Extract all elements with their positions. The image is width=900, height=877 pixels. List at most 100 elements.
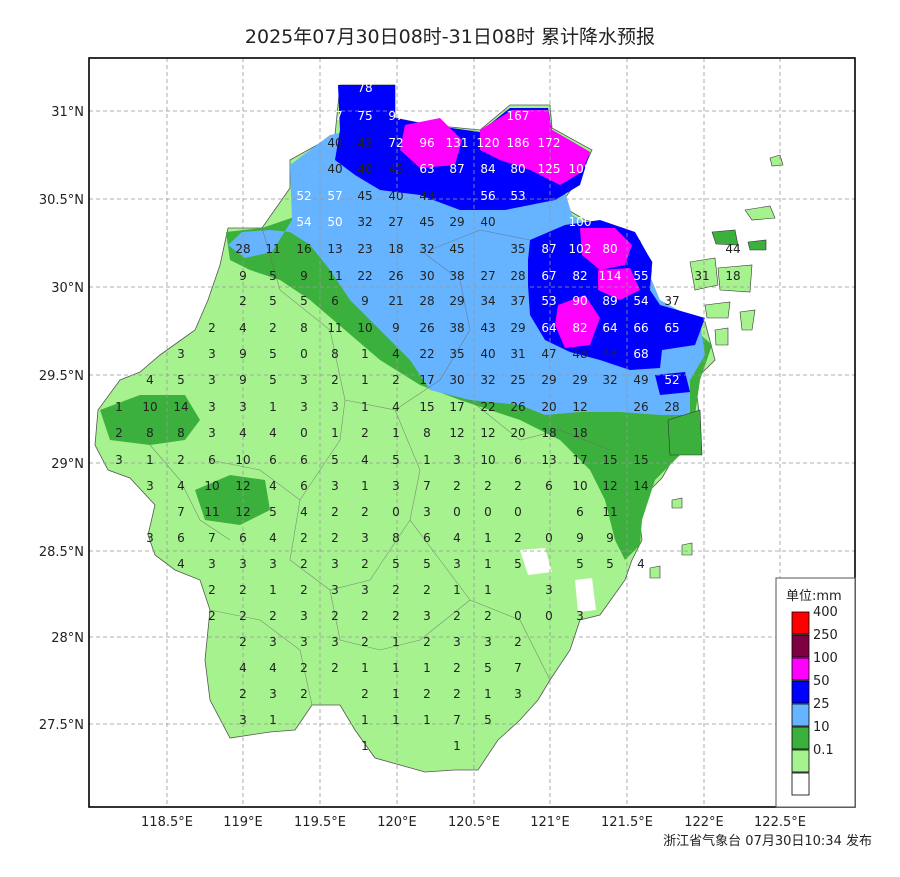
station-value: 0	[300, 426, 308, 440]
legend-label: 100	[813, 651, 838, 666]
station-value: 2	[331, 661, 339, 675]
station-value: 38	[449, 321, 464, 335]
precip-zone-10mm	[195, 475, 270, 525]
legend-label: 10	[813, 720, 830, 735]
station-value: 100	[569, 215, 592, 229]
station-value: 28	[235, 242, 250, 256]
station-value: 0	[545, 531, 553, 545]
station-value: 17	[572, 453, 587, 467]
lon-label: 122°E	[684, 815, 724, 830]
lat-label: 29.5°N	[39, 369, 84, 384]
station-value: 87	[449, 162, 464, 176]
lon-label: 118.5°E	[141, 815, 193, 830]
station-value: 0	[545, 609, 553, 623]
station-value: 4	[392, 400, 400, 414]
station-value: 3	[146, 479, 154, 493]
station-value: 4	[300, 505, 308, 519]
station-value: 2	[300, 687, 308, 701]
station-value: 3	[331, 557, 339, 571]
lon-label: 121.5°E	[601, 815, 653, 830]
station-value: 12	[235, 505, 250, 519]
station-value: 29	[449, 294, 464, 308]
station-value: 11	[602, 505, 617, 519]
station-value: 12	[449, 426, 464, 440]
station-value: 44	[725, 242, 740, 256]
station-value: 1	[453, 739, 461, 753]
station-value: 5	[484, 713, 492, 727]
station-value: 37	[510, 294, 525, 308]
station-value: 5	[269, 294, 277, 308]
station-value: 5	[269, 347, 277, 361]
station-value: 26	[510, 400, 525, 414]
station-value: 6	[331, 294, 339, 308]
station-value: 8	[146, 426, 154, 440]
station-value: 2	[239, 583, 247, 597]
station-value: 4	[453, 531, 461, 545]
station-value: 5	[423, 557, 431, 571]
station-value: 6	[300, 453, 308, 467]
station-value: 1	[115, 400, 123, 414]
station-value: 2	[208, 609, 216, 623]
station-value: 3	[269, 687, 277, 701]
legend-swatch	[791, 657, 810, 681]
lat-label: 28.5°N	[39, 545, 84, 560]
station-value: 5	[269, 373, 277, 387]
station-value: 89	[602, 294, 617, 308]
publish-note: 浙江省气象台 07月30日10:34 发布	[663, 834, 872, 849]
station-value: 5	[514, 557, 522, 571]
station-value: 1	[484, 687, 492, 701]
station-value: 3	[300, 609, 308, 623]
station-value: 167	[507, 109, 530, 123]
station-value: 186	[507, 136, 530, 150]
station-value: 50	[327, 215, 342, 229]
station-value: 4	[146, 373, 154, 387]
station-value: 8	[392, 531, 400, 545]
station-value: 49	[633, 373, 648, 387]
legend-unit: 单位:mm	[786, 589, 842, 604]
station-value: 1	[361, 713, 369, 727]
station-value: 96	[419, 136, 434, 150]
station-value: 18	[541, 426, 556, 440]
station-value: 3	[146, 531, 154, 545]
station-value: 9	[239, 373, 247, 387]
station-value: 29	[510, 321, 525, 335]
station-value: 2	[239, 687, 247, 701]
station-value: 32	[480, 373, 495, 387]
station-value: 32	[357, 215, 372, 229]
station-value: 7	[423, 479, 431, 493]
station-value: 45	[449, 242, 464, 256]
station-value: 30	[419, 269, 434, 283]
station-value: 6	[269, 453, 277, 467]
station-value: 1	[392, 426, 400, 440]
precip-zone-100mm	[555, 295, 600, 348]
station-value: 2	[300, 583, 308, 597]
station-value: 9	[239, 347, 247, 361]
station-value: 1	[392, 635, 400, 649]
station-value: 9	[392, 321, 400, 335]
station-value: 45	[388, 162, 403, 176]
station-value: 40	[480, 347, 495, 361]
station-value: 64	[541, 321, 556, 335]
precip-zone-10mm	[100, 395, 200, 445]
station-value: 6	[239, 531, 247, 545]
station-value: 4	[269, 531, 277, 545]
station-value: 131	[446, 136, 469, 150]
legend-swatch	[791, 634, 810, 658]
station-value: 11	[327, 321, 342, 335]
station-value: 1	[423, 661, 431, 675]
lat-label: 28°N	[51, 631, 84, 646]
station-value: 12	[480, 426, 495, 440]
station-value: 5	[392, 557, 400, 571]
station-value: 5	[484, 661, 492, 675]
station-value: 10	[480, 453, 495, 467]
station-value: 3	[331, 400, 339, 414]
station-value: 3	[177, 347, 185, 361]
station-value: 5	[331, 453, 339, 467]
station-value: 97	[388, 109, 403, 123]
station-value: 6	[208, 453, 216, 467]
map-title: 2025年07月30日08时-31日08时 累计降水预报	[244, 26, 656, 48]
station-value: 17	[449, 400, 464, 414]
station-value: 12	[235, 479, 250, 493]
station-value: 20	[510, 426, 525, 440]
precip-zone-100mm	[400, 118, 462, 168]
